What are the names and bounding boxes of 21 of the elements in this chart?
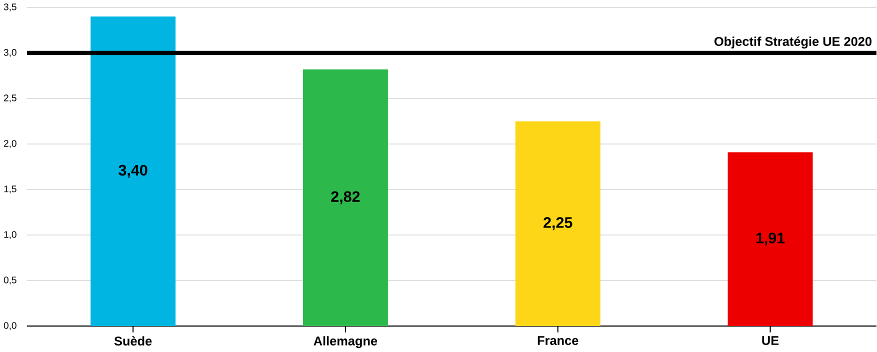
ref-line-label: Objectif Stratégie UE 2020 <box>714 36 872 49</box>
data-label: 3,40 <box>118 165 148 178</box>
y-tick-label: 2,5 <box>4 94 16 103</box>
data-label: 2,82 <box>331 191 360 204</box>
y-tick-label: 1,5 <box>4 186 16 194</box>
bar <box>90 16 176 326</box>
data-label: 2,25 <box>544 217 572 230</box>
y-tick-label: 0,0 <box>4 322 16 330</box>
bar <box>515 121 600 326</box>
x-tick-label: Allemagne <box>314 336 378 348</box>
x-tick-label: France <box>538 336 578 346</box>
bar <box>728 152 813 326</box>
x-tick-label: Suède <box>114 336 152 346</box>
x-tick-label: UE <box>762 336 779 346</box>
data-label: 1,91 <box>756 232 785 246</box>
y-tick-label: 3,0 <box>4 49 16 58</box>
y-tick-label: 1,0 <box>4 231 16 240</box>
bar <box>302 70 388 326</box>
y-tick-label: 3,5 <box>4 4 16 12</box>
y-tick-label: 0,5 <box>4 276 16 285</box>
y-tick-label: 2,0 <box>4 140 16 148</box>
